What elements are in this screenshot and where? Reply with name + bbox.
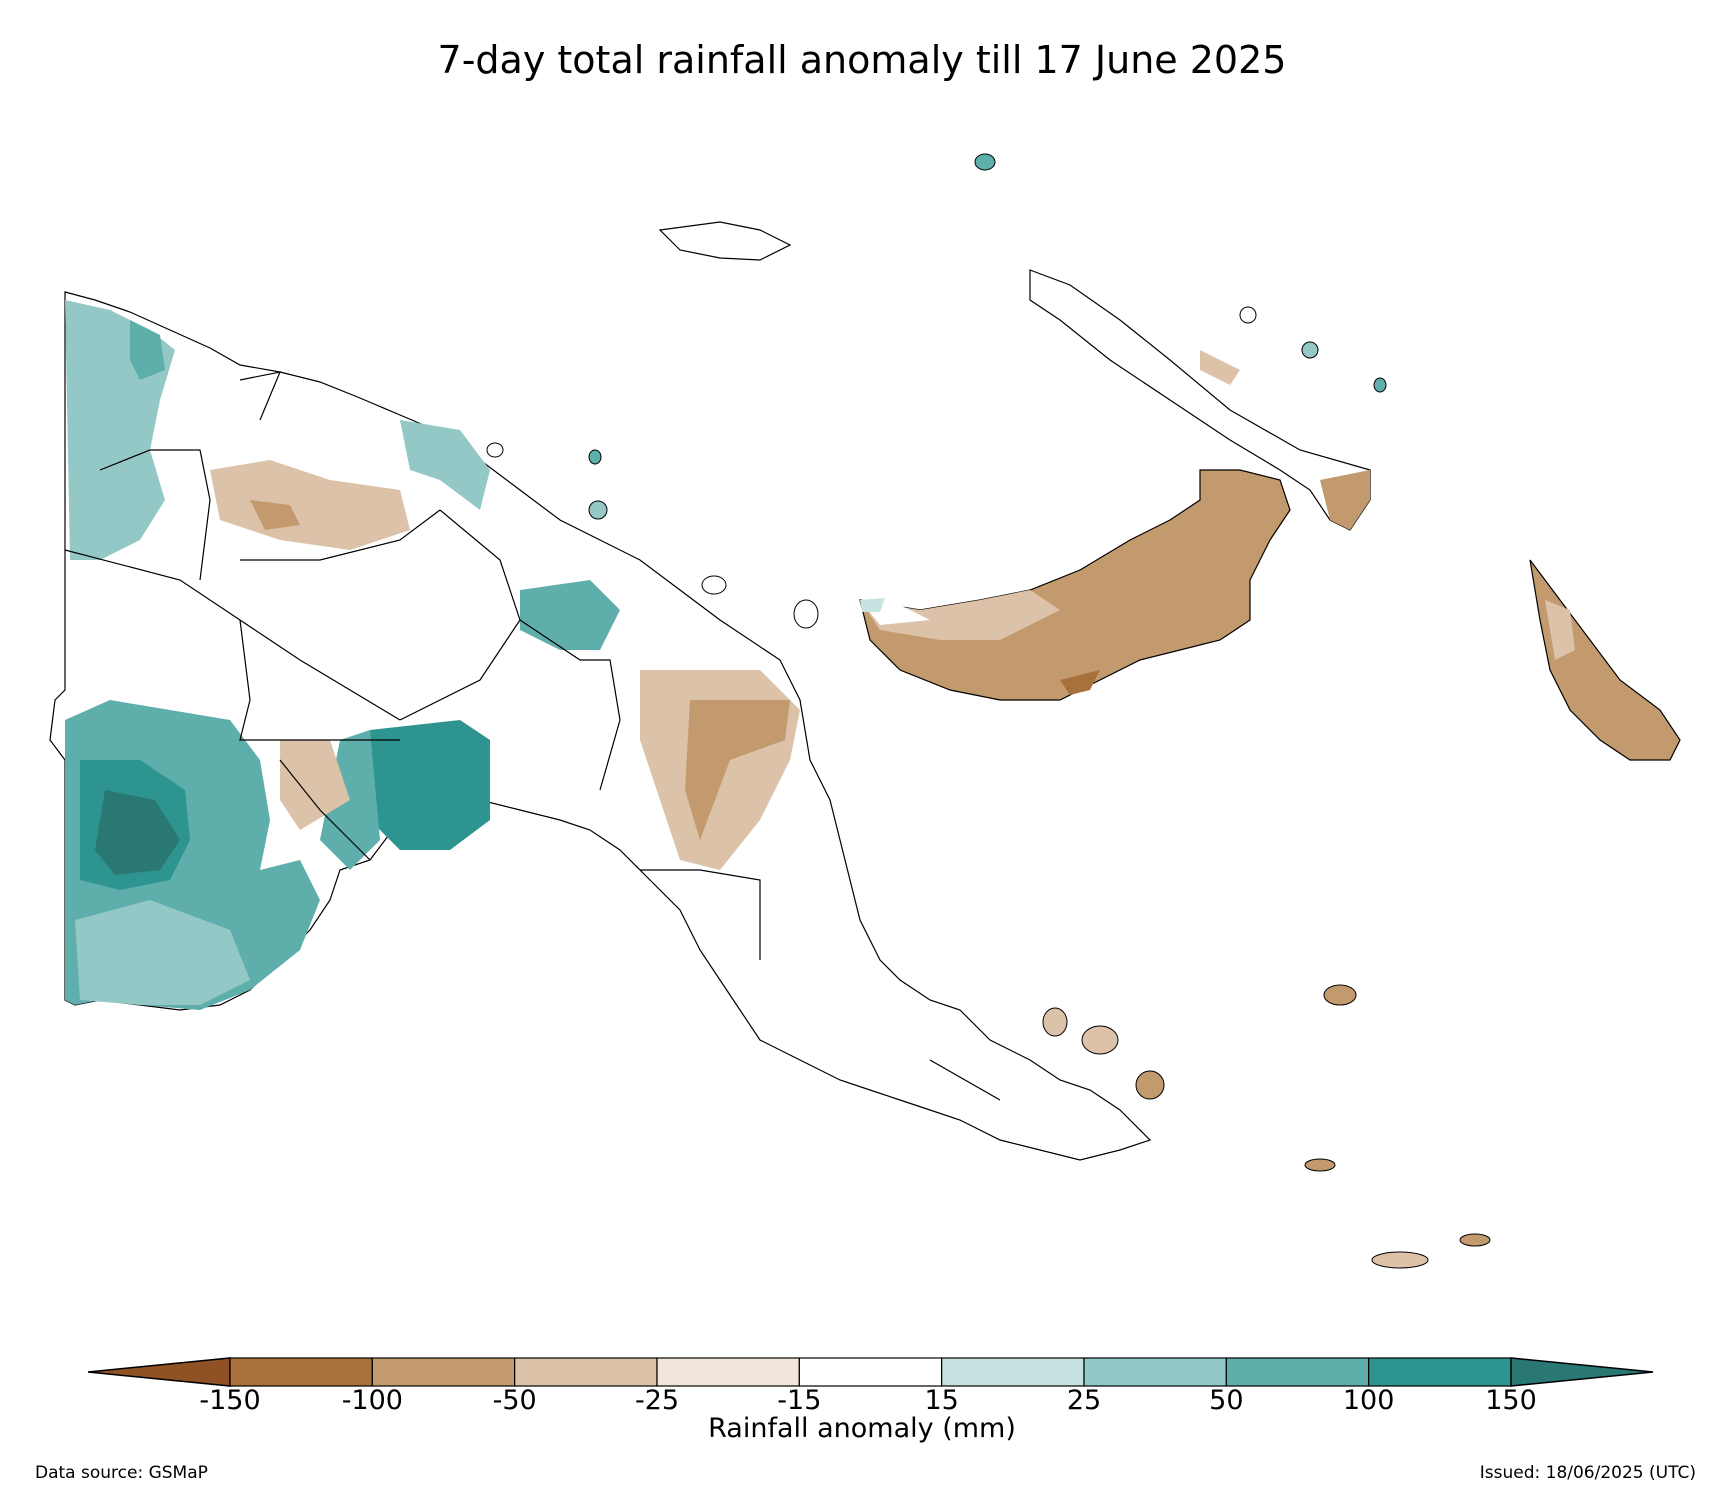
- anomaly-wet-madang: [520, 580, 620, 650]
- island-normanby: [1135, 1070, 1165, 1100]
- new-britain: [859, 469, 1291, 701]
- island-tabar: [1373, 377, 1387, 393]
- province-borders: [64, 371, 1001, 1101]
- colorbar-bin: [1083, 1357, 1227, 1387]
- new-britain-core: [1060, 670, 1100, 695]
- colorbar-extend-wet: [1510, 1357, 1654, 1387]
- manus-island: [658, 221, 792, 261]
- colorbar-bin: [371, 1357, 516, 1387]
- anomaly-wet-southwest-light: [75, 900, 250, 1005]
- new-britain-outline: [859, 469, 1291, 701]
- colorbar-tick-label: -150: [199, 1385, 261, 1416]
- small-islands: [486, 153, 1491, 1269]
- colorbar-bin: [1368, 1357, 1512, 1387]
- colorbar-tick-label: 150: [1485, 1385, 1537, 1416]
- colorbar-tick-label: -15: [777, 1385, 822, 1416]
- mainland-png: [49, 291, 1152, 1161]
- colorbar-bin: [798, 1357, 943, 1387]
- colorbar-tick-label: -25: [634, 1385, 680, 1416]
- island-longisland: [701, 575, 727, 595]
- anomaly-wet-west-strong: [130, 320, 165, 380]
- colorbar-extend-dry: [87, 1357, 231, 1387]
- island-umboi: [793, 599, 819, 629]
- island-fergusson: [1081, 1025, 1119, 1055]
- anomaly-wet-northcoast: [400, 420, 490, 510]
- anomaly-dry-morobe-core: [685, 700, 790, 840]
- colorbar-bin: [229, 1357, 373, 1387]
- island-goodenough: [1042, 1007, 1068, 1037]
- new-britain-light: [860, 590, 1060, 640]
- colorbar-tick-label: 25: [1066, 1385, 1102, 1416]
- rainfall-anomaly-map: [49, 153, 1681, 1269]
- data-source-note: Data source: GSMaP: [35, 1463, 208, 1483]
- bougainville-light: [1545, 600, 1575, 660]
- new-ireland: [1029, 269, 1371, 531]
- colorbar-bin: [941, 1357, 1085, 1387]
- issued-date-note: Issued: 18/06/2025 (UTC): [1479, 1463, 1696, 1483]
- island-lihir: [1239, 306, 1257, 324]
- new-ireland-south-dry: [1320, 470, 1370, 530]
- colorbar-tick-label: -100: [341, 1385, 403, 1416]
- colorbar-tick-label: -50: [492, 1385, 537, 1416]
- colorbar-bin: [656, 1357, 800, 1387]
- island-karkar: [588, 500, 608, 520]
- bougainville: [1529, 559, 1681, 761]
- anomaly-wet-fly: [370, 720, 490, 850]
- island-trobriand: [1323, 984, 1357, 1006]
- anomaly-dry-central: [280, 740, 350, 830]
- new-ireland-mid-dry: [1200, 350, 1240, 385]
- anomaly-dry-sepik: [210, 460, 410, 550]
- island-woodlark: [1304, 1158, 1336, 1172]
- colorbar-title: Rainfall anomaly (mm): [708, 1413, 1016, 1444]
- colorbar-bins: [229, 1357, 1512, 1387]
- manus-outline: [658, 221, 792, 261]
- map-title: 7-day total rainfall anomaly till 17 Jun…: [437, 38, 1287, 82]
- colorbar-tick-label: 15: [924, 1385, 959, 1416]
- colorbar-bin: [514, 1357, 658, 1387]
- island-nissan: [1301, 341, 1319, 359]
- new-britain-west-wet: [860, 598, 885, 612]
- island-bagabag: [486, 442, 504, 458]
- island-mussau: [974, 153, 996, 171]
- colorbar-tick-label: 50: [1209, 1385, 1244, 1416]
- island-sudest: [1371, 1251, 1429, 1269]
- colorbar-tick-label: 100: [1342, 1385, 1395, 1416]
- colorbar-bin: [1225, 1357, 1370, 1387]
- island-manam: [588, 449, 602, 465]
- anomaly-wet-southwest-max: [95, 790, 180, 875]
- anomaly-dry-sepik-core: [250, 500, 300, 530]
- island-rossel: [1459, 1233, 1491, 1247]
